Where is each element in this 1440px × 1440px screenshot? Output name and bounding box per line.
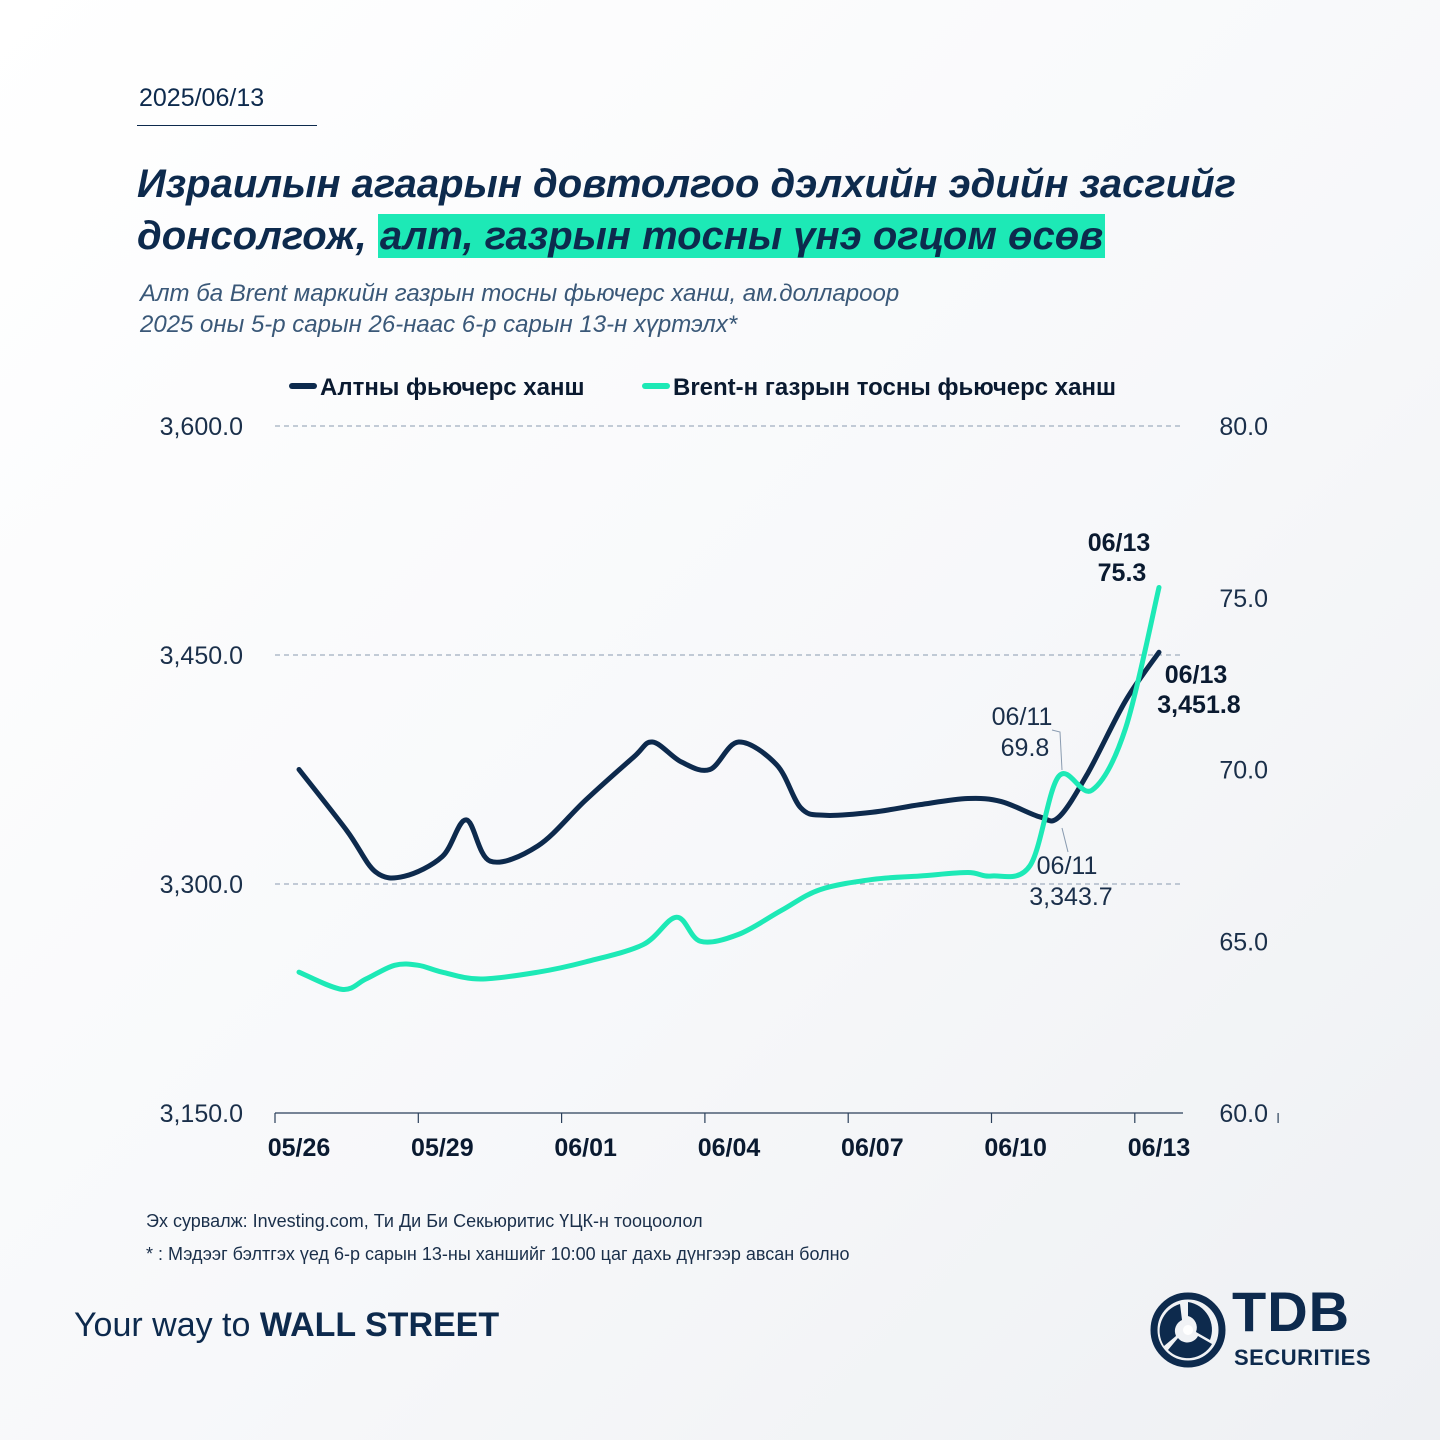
- chart-legend: Алтны фьючерс ханш Brent-н газрын тосны ф…: [289, 374, 1116, 401]
- annotation-value: 69.8: [1001, 734, 1050, 762]
- footnote: * : Мэдээг бэлтгэх үед 6-р сарын 13-ны х…: [146, 1244, 850, 1264]
- axes: 3,600.0 3,450.0 3,300.0 3,150.0 80.0 75.0 70.0…: [160, 413, 1279, 1162]
- gridlines: [275, 425, 1183, 885]
- slogan-light: Your way to: [74, 1306, 260, 1344]
- legend-label: Brent-н газрын тосны фьючерс ханш: [673, 374, 1116, 401]
- title-highlight: алт, газрын тосны үнэ огцом өсөв: [377, 214, 1106, 258]
- y-left-tick-label: 3,300.0: [160, 871, 243, 899]
- x-tick-label: 06/10: [984, 1134, 1047, 1162]
- x-tick-label: 06/04: [698, 1134, 761, 1162]
- annotations: 06/1375.306/133,451.806/1169.806/113,343…: [992, 529, 1241, 911]
- y-right-tick-label: 80.0: [1219, 413, 1268, 441]
- annotation-date: 06/13: [1165, 661, 1228, 689]
- y-right-tick-label: 70.0: [1219, 757, 1268, 785]
- brent-series-line: [296, 584, 1162, 992]
- tdb-logo-icon: [1150, 1292, 1226, 1368]
- chart-subtitle: Алт ба Brent маркийн газрын тосны фьючер…: [140, 278, 1240, 340]
- x-tick-label: 05/26: [268, 1134, 331, 1162]
- y-right-tick-label: 65.0: [1219, 928, 1268, 956]
- source-note: Эх сурвалж: Investing.com, Ти Ди Би Секь…: [146, 1211, 703, 1231]
- title-text: Израилын агаарын довтолгоо дэлхийн эдийн…: [137, 162, 1236, 258]
- date-underline: [137, 125, 317, 126]
- y-left-tick-label: 3,150.0: [160, 1100, 243, 1128]
- annotation-value: 3,343.7: [1029, 883, 1112, 911]
- y-right-tick-label: 60.0: [1219, 1100, 1268, 1128]
- annotation-value: 75.3: [1098, 559, 1147, 587]
- x-tick-label: 06/13: [1128, 1134, 1191, 1162]
- page-title: Израилын агаарын довтолгоо дэлхийн эдийн…: [137, 158, 1317, 262]
- report-date: 2025/06/13: [139, 84, 265, 112]
- gold-series-line: [296, 649, 1162, 881]
- y-left-tick-label: 3,600.0: [160, 413, 243, 441]
- annotation-date: 06/13: [1088, 529, 1151, 557]
- annotation-leader: [1051, 729, 1063, 771]
- annotation-value: 3,451.8: [1157, 691, 1241, 719]
- subtitle-line-2: 2025 оны 5-р сарын 26-наас 6-р сарын 13-…: [140, 311, 738, 338]
- slogan-bold: WALL STREET: [259, 1306, 500, 1344]
- series-lines: [296, 584, 1162, 992]
- slogan: Your way to WALL STREET: [74, 1306, 499, 1345]
- y-right-tick-label: 75.0: [1219, 585, 1268, 613]
- logo-wordmark: TDB: [1232, 1280, 1351, 1343]
- annotation-date: 06/11: [1037, 852, 1098, 880]
- x-tick-label: 05/29: [411, 1134, 474, 1162]
- x-tick-label: 06/01: [554, 1134, 617, 1162]
- annotation-date: 06/11: [992, 703, 1053, 731]
- x-tick-label: 06/07: [841, 1134, 904, 1162]
- annotation-leader: [1061, 827, 1069, 853]
- subtitle-line-1: Алт ба Brent маркийн газрын тосны фьючер…: [140, 280, 900, 307]
- logo-subtext: SECURITIES: [1234, 1345, 1372, 1370]
- y-left-tick-label: 3,450.0: [160, 642, 243, 670]
- legend-label: Алтны фьючерс ханш: [320, 374, 584, 401]
